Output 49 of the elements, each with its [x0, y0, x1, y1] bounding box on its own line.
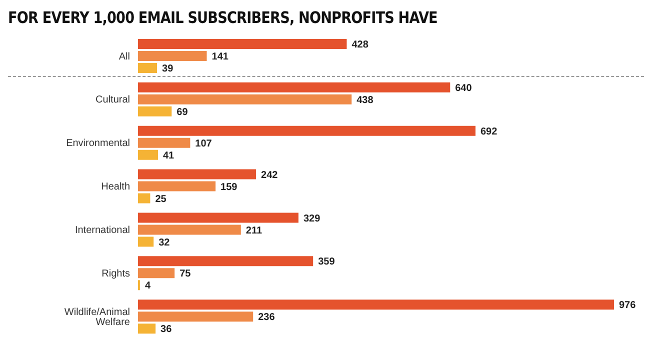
y-tick-label: Cultural [96, 94, 130, 106]
data-label: 39 [162, 64, 174, 75]
y-tick-label: All [118, 51, 130, 62]
chart-title: FOR EVERY 1,000 EMAIL SUBSCRIBERS, NONPROFITS HAVE [8, 8, 438, 29]
y-tick-label: Wildlife/Animal Welfare [64, 306, 130, 328]
data-label: 41 [162, 150, 175, 162]
bar [138, 324, 156, 334]
bar [138, 300, 614, 310]
data-label: 640 [455, 82, 472, 94]
bar [138, 94, 352, 104]
y-tick-label: Environmental [66, 138, 130, 150]
data-label: 159 [220, 182, 238, 193]
y-tick-label: Health [101, 182, 130, 193]
bar [138, 212, 298, 223]
data-label: 141 [212, 52, 229, 63]
bar [138, 106, 172, 116]
data-label: 25 [155, 194, 167, 205]
data-label: 976 [619, 300, 636, 312]
bar [138, 236, 154, 247]
data-label: 236 [258, 312, 276, 324]
data-label: 75 [180, 268, 192, 280]
bar [138, 268, 175, 278]
bar [138, 39, 347, 49]
data-label: 4 [144, 280, 151, 292]
data-label: 107 [195, 138, 212, 150]
bar [138, 51, 207, 61]
data-label: 69 [176, 106, 188, 118]
bar [138, 169, 256, 180]
data-label: 329 [303, 213, 321, 224]
bar [138, 181, 216, 192]
data-label: 359 [318, 256, 336, 268]
y-tick-label: Rights [102, 268, 130, 280]
data-label: 32 [158, 237, 170, 248]
bar [138, 82, 450, 92]
data-label: 242 [261, 170, 278, 181]
bar [138, 63, 158, 73]
data-label: 428 [352, 40, 369, 51]
bar [138, 150, 158, 160]
data-label: 438 [356, 94, 374, 106]
data-label: 692 [480, 126, 498, 138]
bar [138, 138, 190, 148]
bar [138, 126, 476, 136]
bar [138, 193, 150, 204]
bar [138, 256, 314, 266]
data-label: 36 [160, 324, 172, 336]
y-tick-label: International [74, 224, 130, 236]
bar [138, 224, 241, 235]
bar [138, 312, 254, 322]
data-label: 211 [246, 225, 262, 236]
